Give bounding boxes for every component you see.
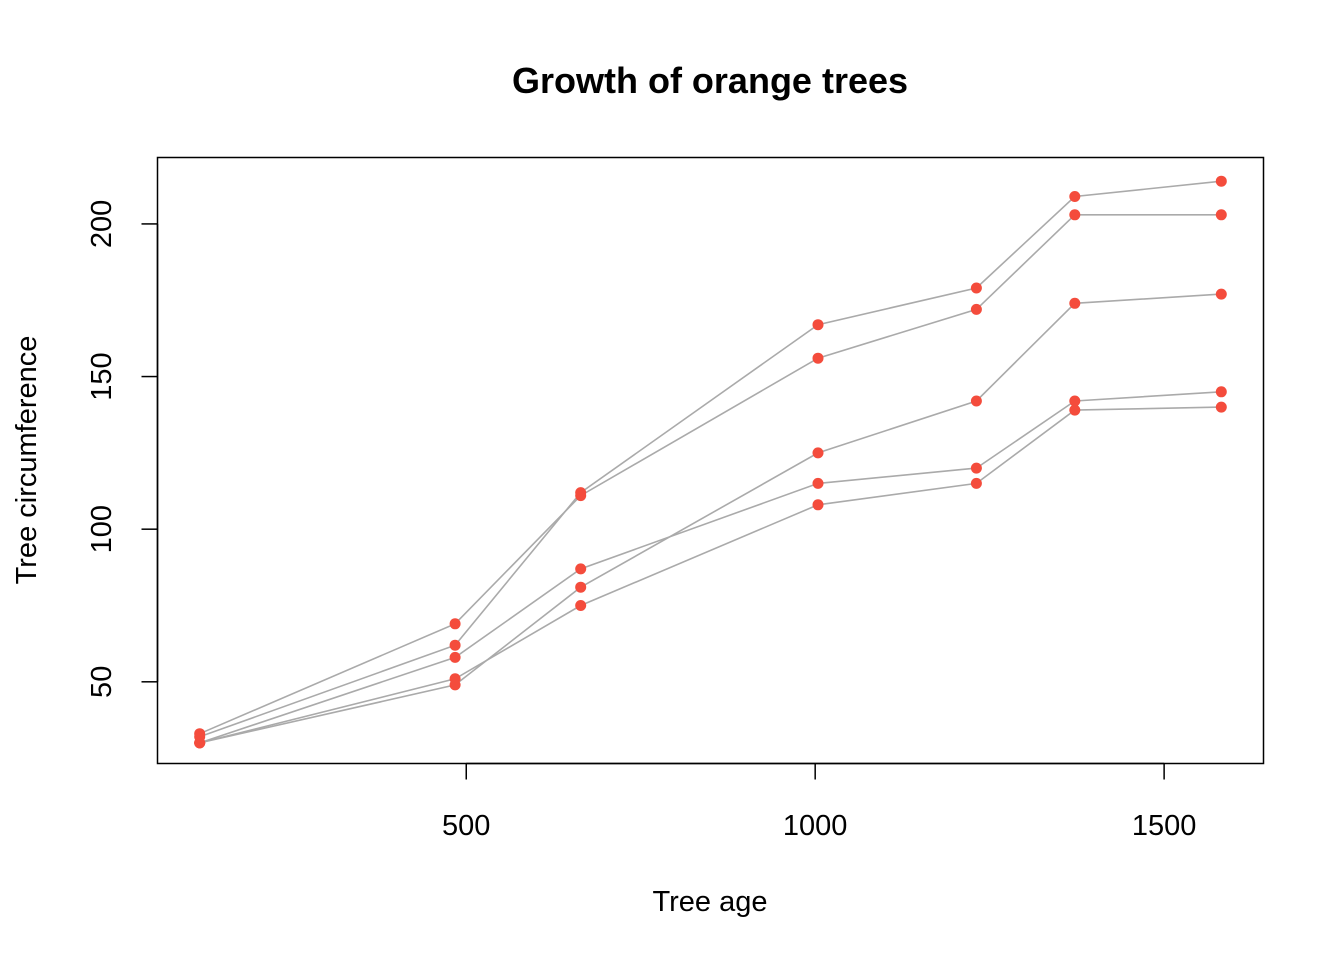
- y-tick-label: 200: [86, 200, 118, 248]
- data-point: [970, 282, 982, 294]
- data-point: [1069, 297, 1081, 309]
- data-point: [575, 600, 587, 611]
- y-tick-label: 50: [86, 666, 118, 698]
- data-point: [1069, 191, 1081, 202]
- y-tick-label: 100: [86, 505, 118, 553]
- series-lines: [199, 180, 1222, 744]
- data-point: [1215, 386, 1227, 398]
- data-point: [194, 737, 206, 749]
- data-point: [970, 477, 982, 489]
- data-point: [1215, 209, 1227, 221]
- series-points: [194, 175, 1227, 749]
- data-point: [812, 477, 824, 489]
- data-point: [575, 487, 587, 499]
- y-axis-label: Tree circumference: [11, 336, 43, 585]
- series-line: [199, 391, 1222, 744]
- series-line: [199, 180, 1222, 738]
- data-point: [1215, 401, 1227, 413]
- y-tick-label: 150: [86, 352, 118, 400]
- data-point: [449, 651, 461, 663]
- data-point: [970, 395, 982, 407]
- data-point: [449, 679, 461, 691]
- data-point: [812, 447, 824, 459]
- data-point: [1069, 395, 1081, 407]
- data-point: [575, 581, 587, 593]
- data-point: [970, 462, 982, 474]
- data-point: [812, 499, 824, 511]
- data-point: [449, 639, 461, 651]
- data-point: [1069, 209, 1081, 221]
- data-point: [575, 563, 587, 575]
- series-line: [199, 406, 1222, 744]
- x-axis-label: Tree age: [653, 886, 768, 918]
- data-point: [812, 319, 824, 331]
- data-point: [449, 618, 461, 630]
- x-tick-label: 500: [442, 810, 490, 842]
- series-line: [199, 293, 1222, 744]
- data-point: [812, 352, 824, 364]
- x-tick-label: 1500: [1132, 810, 1197, 842]
- y-axis: 50 100 150 200: [86, 200, 159, 698]
- data-point: [1069, 404, 1081, 416]
- series-line: [199, 214, 1222, 735]
- chart-title: Growth of orange trees: [512, 60, 908, 101]
- x-axis: 500 1000 1500: [442, 762, 1197, 842]
- x-tick-label: 1000: [783, 810, 848, 842]
- data-point: [970, 303, 982, 315]
- data-point: [1215, 175, 1227, 187]
- data-point: [1215, 288, 1227, 300]
- plot-frame: [156, 156, 1265, 765]
